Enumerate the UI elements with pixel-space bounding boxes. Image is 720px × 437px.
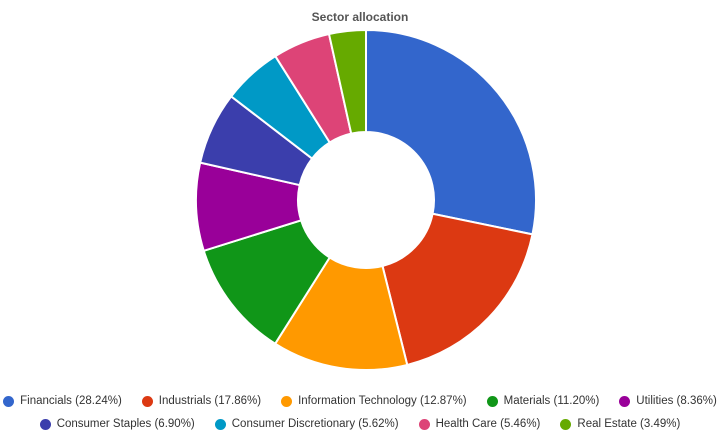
legend-label: Information Technology (12.87%) xyxy=(298,395,467,407)
legend-marker xyxy=(560,418,572,430)
legend-item-materials[interactable]: Materials (11.20%) xyxy=(486,395,600,407)
legend-item-health-care[interactable]: Health Care (5.46%) xyxy=(418,418,541,430)
legend-item-financials[interactable]: Financials (28.24%) xyxy=(3,395,122,407)
legend-item-industrials[interactable]: Industrials (17.86%) xyxy=(141,395,262,407)
slice-industrials[interactable] xyxy=(381,212,534,367)
legend-marker xyxy=(3,395,15,407)
legend-marker xyxy=(486,395,498,407)
donut-chart xyxy=(195,28,537,371)
legend-item-consumer-staples[interactable]: Consumer Staples (6.90%) xyxy=(39,418,195,430)
legend-marker xyxy=(141,395,153,407)
legend-marker xyxy=(619,395,631,407)
legend-label: Utilities (8.36%) xyxy=(636,395,717,407)
legend-marker xyxy=(39,418,51,430)
legend-label: Health Care (5.46%) xyxy=(435,418,541,430)
legend-item-consumer-discretionary[interactable]: Consumer Discretionary (5.62%) xyxy=(214,418,399,430)
legend-label: Financials (28.24%) xyxy=(20,395,122,407)
legend-row-1: Financials (28.24%) Industrials (17.86%) I… xyxy=(0,395,720,407)
legend-label: Consumer Staples (6.90%) xyxy=(56,418,195,430)
legend-marker xyxy=(281,395,293,407)
legend-label: Materials (11.20%) xyxy=(503,395,600,407)
legend-label: Industrials (17.86%) xyxy=(158,395,262,407)
legend-row-2: Consumer Staples (6.90%) Consumer Discret… xyxy=(0,418,720,430)
legend-item-real-estate[interactable]: Real Estate (3.49%) xyxy=(560,418,680,430)
legend-label: Real Estate (3.49%) xyxy=(577,418,681,430)
slice-financials[interactable] xyxy=(365,28,537,236)
chart-title: Sector allocation xyxy=(311,10,409,24)
legend-item-information-technology[interactable]: Information Technology (12.87%) xyxy=(281,395,467,407)
legend-item-utilities[interactable]: Utilities (8.36%) xyxy=(619,395,717,407)
legend-marker xyxy=(418,418,430,430)
slice-materials[interactable] xyxy=(202,219,332,346)
legend-marker xyxy=(214,418,226,430)
slice-real-estate[interactable] xyxy=(327,28,367,135)
legend-label: Consumer Discretionary (5.62%) xyxy=(231,418,399,430)
